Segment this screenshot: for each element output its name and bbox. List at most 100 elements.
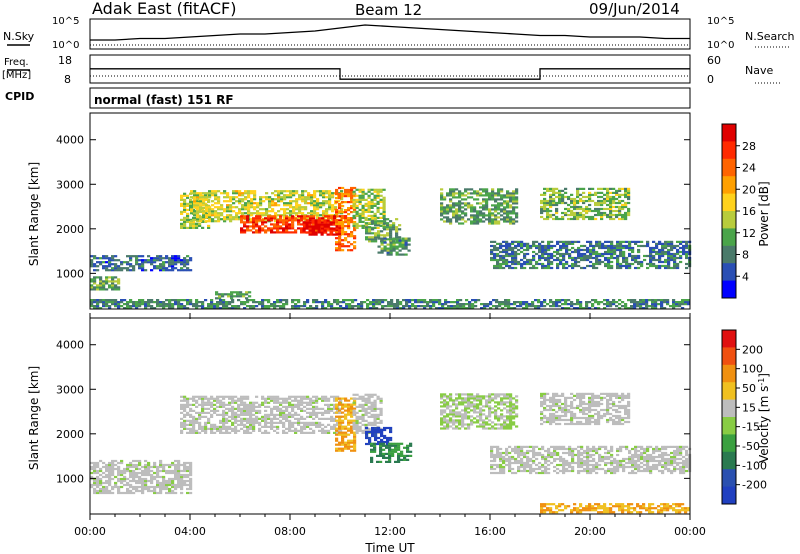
- data-cell: [312, 421, 316, 424]
- data-cell: [210, 307, 214, 310]
- data-cell: [253, 212, 257, 215]
- data-cell: [165, 303, 169, 306]
- data-cell: [93, 481, 97, 485]
- data-cell: [189, 303, 193, 306]
- data-cell: [552, 197, 556, 201]
- data-cell: [238, 212, 242, 215]
- data-cell: [258, 421, 262, 424]
- data-cell: [389, 236, 393, 239]
- data-cell: [195, 200, 199, 203]
- data-cell: [282, 415, 286, 418]
- data-cell: [243, 395, 247, 398]
- data-cell: [323, 221, 327, 224]
- data-cell: [364, 411, 368, 414]
- data-cell: [509, 218, 513, 221]
- data-cell: [304, 200, 308, 203]
- data-cell: [347, 219, 351, 222]
- data-cell: [515, 220, 519, 223]
- data-cell: [231, 427, 235, 430]
- data-cell: [247, 194, 251, 197]
- data-cell: [96, 276, 100, 279]
- data-cell: [261, 229, 265, 232]
- data-cell: [456, 301, 460, 304]
- data-cell: [387, 301, 391, 304]
- data-cell: [243, 215, 247, 218]
- data-cell: [589, 252, 593, 256]
- data-cell: [270, 219, 274, 222]
- data-cell: [90, 465, 94, 469]
- data-cell: [567, 303, 571, 306]
- data-cell: [594, 301, 598, 304]
- data-cell: [570, 193, 574, 196]
- data-cell: [625, 256, 629, 260]
- data-cell: [382, 206, 386, 209]
- data-cell: [174, 475, 178, 479]
- data-cell: [585, 301, 589, 304]
- data-cell: [364, 409, 368, 412]
- data-cell: [615, 213, 619, 217]
- data-cell: [505, 250, 509, 254]
- data-cell: [673, 254, 677, 258]
- data-cell: [276, 417, 280, 420]
- data-cell: [243, 307, 247, 310]
- data-cell: [159, 489, 163, 493]
- data-cell: [658, 248, 662, 252]
- data-cell: [277, 192, 281, 195]
- data-cell: [321, 397, 325, 400]
- data-cell: [532, 254, 536, 258]
- data-cell: [232, 192, 236, 195]
- data-cell: [383, 241, 387, 244]
- data-cell: [673, 260, 677, 264]
- data-cell: [675, 303, 679, 306]
- data-cell: [568, 254, 572, 258]
- data-cell: [340, 190, 344, 193]
- data-cell: [468, 307, 472, 310]
- data-cell: [606, 193, 610, 196]
- data-cell: [627, 189, 631, 192]
- data-cell: [604, 250, 608, 254]
- data-cell: [667, 256, 671, 260]
- data-cell: [331, 210, 335, 213]
- data-cell: [325, 212, 329, 215]
- data-cell: [685, 256, 689, 260]
- data-cell: [214, 198, 218, 201]
- data-cell: [380, 230, 384, 233]
- data-cell: [276, 227, 280, 230]
- data-cell: [406, 446, 410, 449]
- data-cell: [300, 223, 304, 226]
- data-cell: [307, 194, 311, 197]
- data-cell: [374, 218, 378, 221]
- data-cell: [395, 218, 399, 221]
- data-cell: [332, 227, 336, 230]
- data-cell: [319, 192, 323, 195]
- data-cell: [394, 460, 398, 463]
- data-cell: [574, 258, 578, 262]
- data-cell: [317, 227, 321, 230]
- data-cell: [239, 293, 243, 296]
- data-cell: [373, 196, 377, 199]
- data-cell: [404, 239, 408, 242]
- data-cell: [382, 448, 386, 451]
- data-cell: [546, 303, 550, 306]
- data-cell: [150, 465, 154, 469]
- data-cell: [328, 202, 332, 205]
- data-cell: [321, 221, 325, 224]
- data-cell: [328, 204, 332, 207]
- data-cell: [225, 417, 229, 420]
- data-cell: [505, 244, 509, 248]
- data-cell: [649, 264, 653, 268]
- data-cell: [159, 491, 163, 495]
- data-cell: [268, 206, 272, 209]
- data-cell: [440, 198, 444, 201]
- data-cell: [247, 192, 251, 195]
- data-cell: [117, 282, 121, 285]
- data-cell: [171, 477, 175, 481]
- data-cell: [446, 210, 450, 213]
- data-cell: [264, 413, 268, 416]
- data-cell: [219, 405, 223, 408]
- data-cell: [543, 203, 547, 207]
- data-cell: [126, 263, 130, 266]
- data-cell: [280, 196, 284, 199]
- data-cell: [235, 190, 239, 193]
- data-cell: [351, 301, 355, 304]
